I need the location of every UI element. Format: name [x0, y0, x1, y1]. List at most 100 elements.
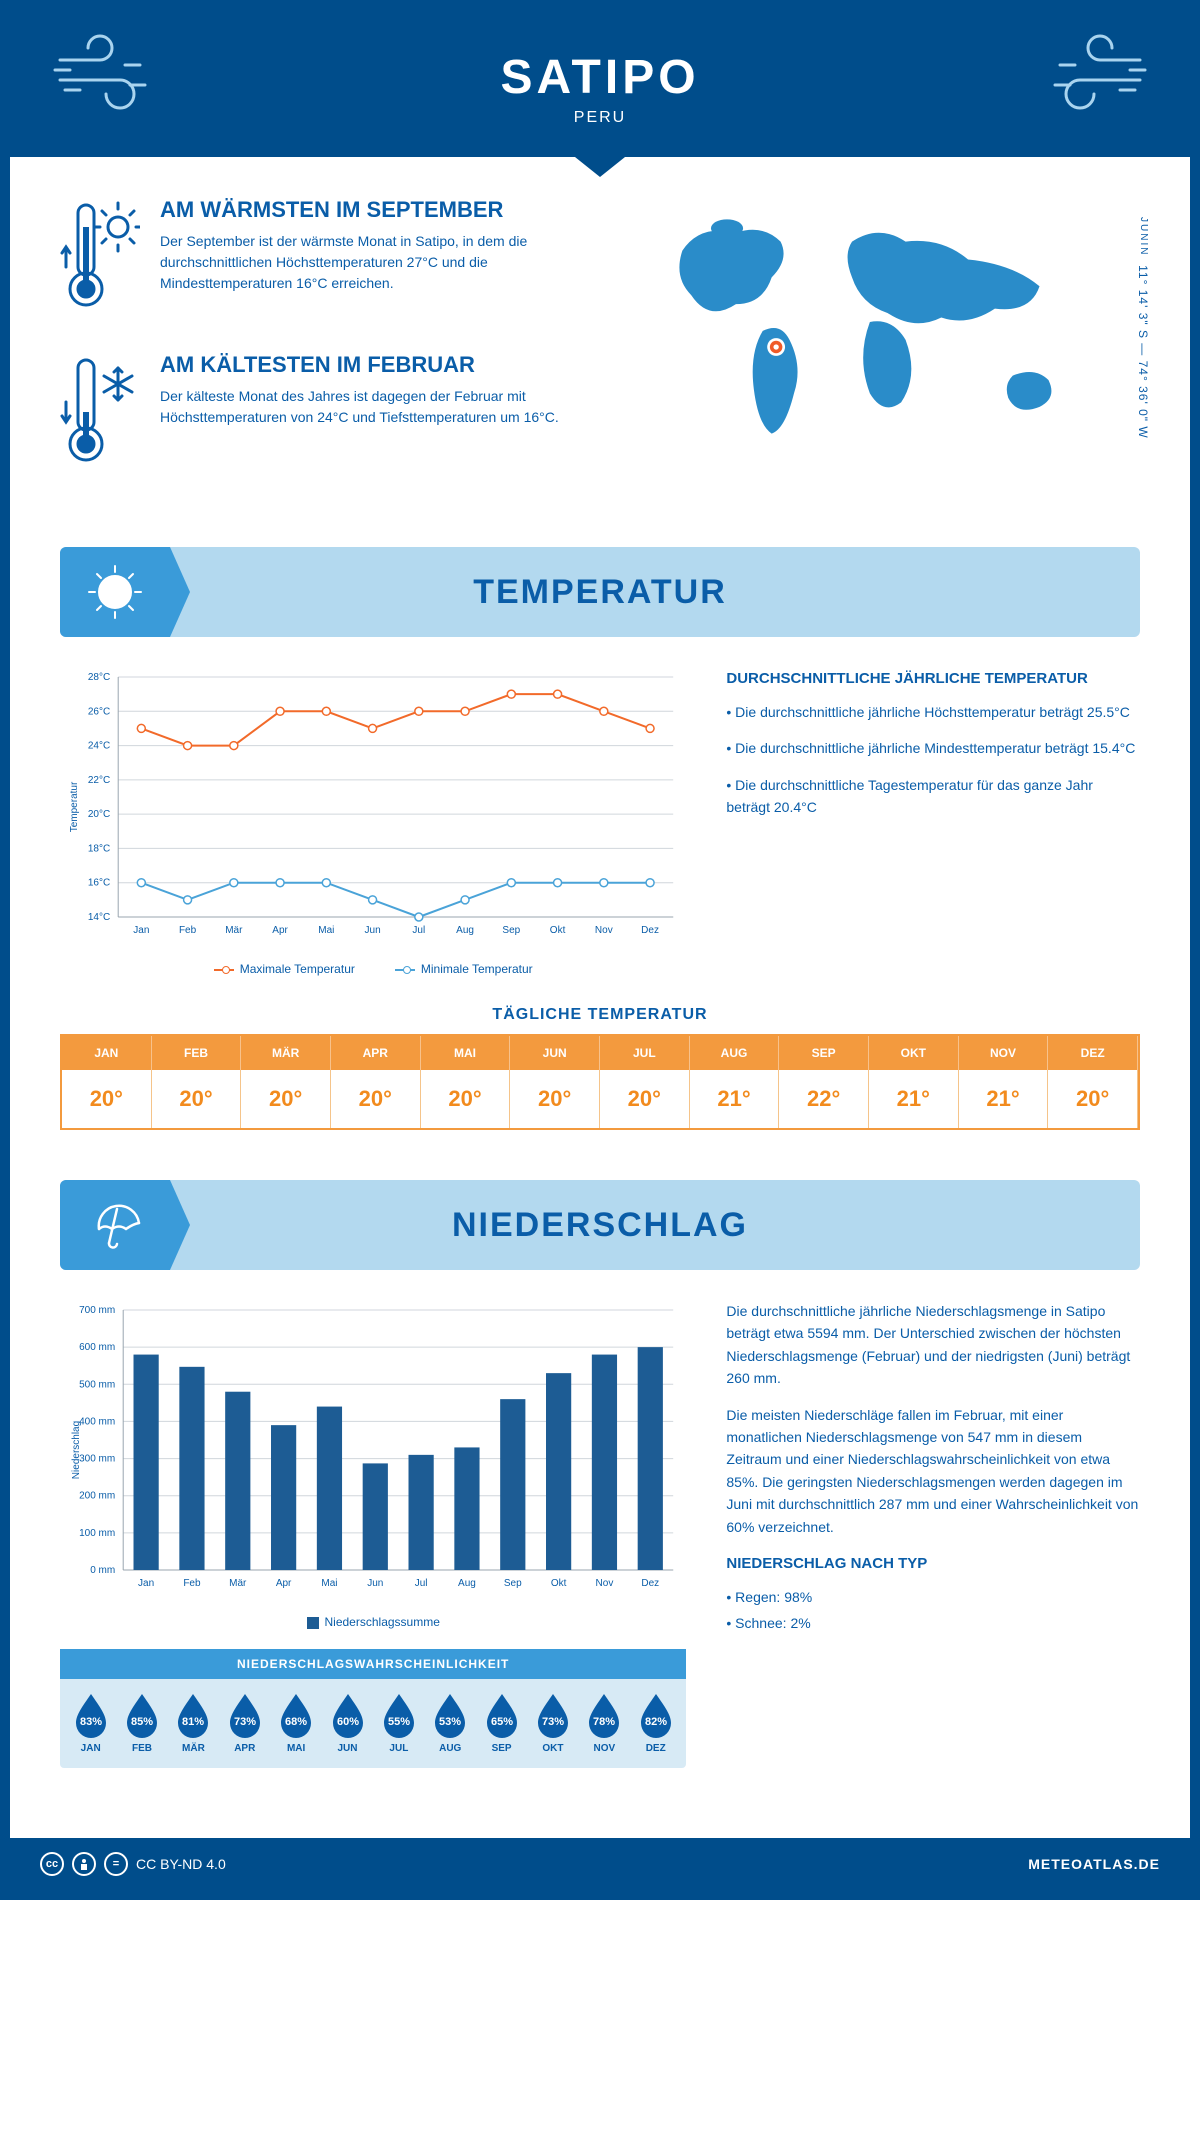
table-cell: 22° — [779, 1070, 869, 1128]
svg-text:Jun: Jun — [365, 925, 381, 936]
svg-text:55%: 55% — [388, 1716, 410, 1728]
table-cell: 21° — [869, 1070, 959, 1128]
table-header: NOV — [959, 1036, 1049, 1070]
world-map — [618, 197, 1140, 447]
probability-drop: 73%APR — [220, 1691, 269, 1754]
svg-text:81%: 81% — [182, 1716, 204, 1728]
probability-drop: 82%DEZ — [631, 1691, 680, 1754]
svg-text:Jan: Jan — [133, 925, 149, 936]
svg-text:28°C: 28°C — [88, 672, 110, 683]
precipitation-heading: NIEDERSCHLAG — [60, 1206, 1140, 1245]
intro-text-col: AM WÄRMSTEN IM SEPTEMBER Der September i… — [60, 197, 578, 507]
svg-text:53%: 53% — [439, 1716, 461, 1728]
probability-drop: 55%JUL — [374, 1691, 423, 1754]
temp-annual-heading: DURCHSCHNITTLICHE JÄHRLICHE TEMPERATUR — [726, 667, 1140, 691]
svg-text:83%: 83% — [80, 1716, 102, 1728]
precipitation-row: 0 mm100 mm200 mm300 mm400 mm500 mm600 mm… — [60, 1300, 1140, 1768]
warmest-text: Der September ist der wärmste Monat in S… — [160, 231, 578, 294]
probability-drop: 73%OKT — [528, 1691, 577, 1754]
svg-text:100 mm: 100 mm — [79, 1528, 115, 1539]
table-cell: 20° — [421, 1070, 511, 1128]
svg-text:68%: 68% — [285, 1716, 307, 1728]
precipitation-chart: 0 mm100 mm200 mm300 mm400 mm500 mm600 mm… — [60, 1300, 686, 1600]
svg-text:500 mm: 500 mm — [79, 1379, 115, 1390]
precipitation-banner: NIEDERSCHLAG — [60, 1180, 1140, 1270]
svg-text:85%: 85% — [131, 1716, 153, 1728]
svg-text:24°C: 24°C — [88, 741, 110, 752]
content: AM WÄRMSTEN IM SEPTEMBER Der September i… — [10, 157, 1190, 1838]
intro-row: AM WÄRMSTEN IM SEPTEMBER Der September i… — [60, 197, 1140, 507]
svg-text:0 mm: 0 mm — [90, 1565, 115, 1576]
country-subtitle: PERU — [30, 109, 1170, 127]
page-root: SATIPO PERU AM WÄRMSTEN IM SEPT — [0, 0, 1200, 1900]
svg-text:Nov: Nov — [595, 925, 613, 936]
svg-text:14°C: 14°C — [88, 912, 110, 923]
svg-text:400 mm: 400 mm — [79, 1416, 115, 1427]
svg-text:78%: 78% — [593, 1716, 615, 1728]
svg-text:Mär: Mär — [229, 1578, 247, 1589]
coldest-title: AM KÄLTESTEN IM FEBRUAR — [160, 352, 578, 378]
temperature-summary: DURCHSCHNITTLICHE JÄHRLICHE TEMPERATUR •… — [726, 667, 1140, 976]
table-header: FEB — [152, 1036, 242, 1070]
svg-text:Jun: Jun — [367, 1578, 383, 1589]
temp-bullet-1: • Die durchschnittliche jährliche Höchst… — [726, 701, 1140, 723]
svg-text:Feb: Feb — [183, 1578, 201, 1589]
svg-text:Temperatur: Temperatur — [69, 781, 80, 832]
table-cell: 20° — [241, 1070, 331, 1128]
svg-text:Aug: Aug — [458, 1578, 476, 1589]
nd-icon: = — [104, 1852, 128, 1876]
table-cell: 20° — [1048, 1070, 1138, 1128]
probability-drop: 53%AUG — [426, 1691, 475, 1754]
probability-drop: 83%JAN — [66, 1691, 115, 1754]
table-cell: 21° — [959, 1070, 1049, 1128]
precip-legend: Niederschlagssumme — [60, 1615, 686, 1629]
svg-text:18°C: 18°C — [88, 843, 110, 854]
table-header: OKT — [869, 1036, 959, 1070]
temp-legend: Maximale Temperatur Minimale Temperatur — [60, 962, 686, 976]
svg-text:Apr: Apr — [272, 925, 288, 936]
precip-para-2: Die meisten Niederschläge fallen im Febr… — [726, 1404, 1140, 1538]
svg-text:Mai: Mai — [321, 1578, 337, 1589]
table-header: AUG — [690, 1036, 780, 1070]
coordinates-label: JUNIN 11° 14' 3" S — 74° 36' 0" W — [1136, 217, 1150, 439]
header: SATIPO PERU — [10, 10, 1190, 157]
probability-drop: 68%MAI — [271, 1691, 320, 1754]
thermometer-cold-icon — [60, 352, 140, 477]
svg-text:Apr: Apr — [276, 1578, 292, 1589]
table-cell: 20° — [600, 1070, 690, 1128]
svg-text:26°C: 26°C — [88, 706, 110, 717]
svg-text:Jul: Jul — [412, 925, 425, 936]
svg-text:600 mm: 600 mm — [79, 1342, 115, 1353]
svg-text:Nov: Nov — [596, 1578, 614, 1589]
probability-drop: 78%NOV — [580, 1691, 629, 1754]
temp-bullet-3: • Die durchschnittliche Tagestemperatur … — [726, 774, 1140, 819]
warmest-block: AM WÄRMSTEN IM SEPTEMBER Der September i… — [60, 197, 578, 322]
coldest-text: Der kälteste Monat des Jahres ist dagege… — [160, 386, 578, 428]
sun-icon — [60, 547, 170, 637]
svg-text:Dez: Dez — [641, 1578, 659, 1589]
license-block: cc = CC BY-ND 4.0 — [40, 1852, 226, 1876]
footer: cc = CC BY-ND 4.0 METEOATLAS.DE — [10, 1838, 1190, 1890]
daily-temp-heading: TÄGLICHE TEMPERATUR — [60, 1006, 1140, 1024]
svg-text:Feb: Feb — [179, 925, 197, 936]
location-marker-icon — [768, 338, 786, 356]
svg-text:Jan: Jan — [138, 1578, 154, 1589]
table-cell: 20° — [152, 1070, 242, 1128]
license-text: CC BY-ND 4.0 — [136, 1856, 226, 1872]
cc-icon: cc — [40, 1852, 64, 1876]
table-header: APR — [331, 1036, 421, 1070]
precip-snow: • Schnee: 2% — [726, 1612, 1140, 1634]
table-header: MAI — [421, 1036, 511, 1070]
svg-text:65%: 65% — [491, 1716, 513, 1728]
svg-text:60%: 60% — [336, 1716, 358, 1728]
map-col: JUNIN 11° 14' 3" S — 74° 36' 0" W — [618, 197, 1140, 507]
probability-drop: 60%JUN — [323, 1691, 372, 1754]
svg-text:Mär: Mär — [225, 925, 243, 936]
table-header: JAN — [62, 1036, 152, 1070]
wind-icon-left — [50, 30, 170, 120]
wind-icon-right — [1030, 30, 1150, 120]
table-header: SEP — [779, 1036, 869, 1070]
table-header: JUN — [510, 1036, 600, 1070]
svg-text:Aug: Aug — [456, 925, 474, 936]
svg-text:16°C: 16°C — [88, 878, 110, 889]
